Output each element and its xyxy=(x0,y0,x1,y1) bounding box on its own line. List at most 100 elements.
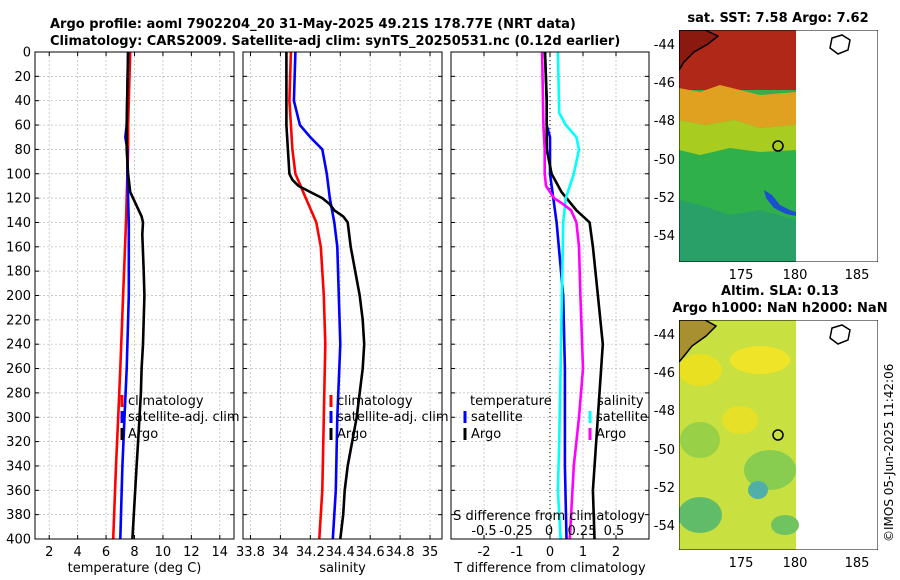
x-tick-label: 34.4 xyxy=(326,545,355,560)
y-tick-label: 40 xyxy=(14,94,31,109)
y-tick-label: 300 xyxy=(6,411,31,426)
y-tick-label: 180 xyxy=(6,265,31,280)
sst-front-band xyxy=(679,85,796,128)
x-tick-label: 12 xyxy=(183,545,200,560)
land-coastline xyxy=(679,30,720,72)
sla-mid-patch xyxy=(680,422,720,458)
y-tick-label: 160 xyxy=(6,240,31,255)
plot-frame xyxy=(242,51,443,540)
y-tick-label: 220 xyxy=(6,313,31,328)
x-tick-label: -1 xyxy=(511,545,524,560)
sla-low-patch xyxy=(771,515,799,535)
y-tick-label: 200 xyxy=(6,289,31,304)
sla-map xyxy=(679,320,878,550)
lon-tick-label: 180 xyxy=(783,268,808,283)
s-tick-label: 0 xyxy=(545,524,553,539)
legend-title-temperature: temperature xyxy=(470,394,552,409)
series-line-satellite-adj-clim xyxy=(292,52,342,539)
x-tick-label: 6 xyxy=(102,545,110,560)
lon-tick-label: 180 xyxy=(783,556,808,571)
series-line-argo xyxy=(285,52,366,539)
series-line-salinity-argo xyxy=(540,52,585,539)
x-axis-label: salinity xyxy=(319,561,366,576)
x-tick-label: 34.8 xyxy=(386,545,415,560)
x-axis-label: T difference from climatology xyxy=(453,561,646,576)
sla-high-patch xyxy=(679,354,722,386)
island-coastline xyxy=(829,324,851,345)
sst-cool-band xyxy=(679,200,796,262)
sst-map-lat-labels: -44 -46 -48 -50 -52 -54 xyxy=(654,38,675,244)
x-tick-label: 2 xyxy=(45,545,53,560)
series-line-argo xyxy=(125,52,146,539)
y-tick-label: 20 xyxy=(14,70,31,85)
sla-map-title-line2: Argo h1000: NaN h2000: NaN xyxy=(672,301,887,316)
y-tick-label: 120 xyxy=(6,192,31,207)
y-tick-label: 380 xyxy=(6,508,31,523)
series-line-climatology xyxy=(288,52,327,539)
lon-tick-label: 175 xyxy=(729,556,754,571)
legend-label-climatology: climatology xyxy=(128,394,204,409)
difference-panel: -2 -1 0 1 2T difference from climatology xyxy=(450,51,650,576)
x-tick-label: 8 xyxy=(130,545,138,560)
lat-tick-label: -54 xyxy=(654,519,675,534)
lon-tick-label: 175 xyxy=(729,268,754,283)
sst-map-title: sat. SST: 7.58 Argo: 7.62 xyxy=(687,11,868,26)
legend-label-s-satellite: satellite xyxy=(596,410,648,425)
y-tick-label: 260 xyxy=(6,362,31,377)
sla-map-lon-labels: 175 180 185 xyxy=(729,556,870,571)
series-line-salinity-satellite xyxy=(556,52,581,539)
lat-tick-label: -46 xyxy=(654,366,675,381)
land-coastline xyxy=(679,320,718,364)
sst-transition-band xyxy=(679,120,796,155)
legend-label-climatology: climatology xyxy=(337,394,413,409)
series-group xyxy=(540,52,605,539)
legend-title-salinity: salinity xyxy=(597,394,644,409)
sla-low-patch xyxy=(748,481,768,499)
sst-map-lon-labels: 175 180 185 xyxy=(729,268,870,283)
chart-title-line1: Argo profile: aoml 7902204_20 31-May-202… xyxy=(50,17,576,32)
x-tick-label: 34 xyxy=(272,545,289,560)
series-line-climatology xyxy=(111,52,132,539)
sla-high-patch xyxy=(730,346,790,374)
temperature-panel: 0 20 40 60 80 100 120 140 160 180 200 220 240 260 280 3… xyxy=(6,46,235,576)
y-tick-label: 80 xyxy=(14,143,31,158)
lat-tick-label: -50 xyxy=(654,153,675,168)
salinity-panel: 33.8 34 34.2 34.4 34.6 34.8 35 salinity xyxy=(236,51,443,576)
lat-tick-label: -48 xyxy=(654,404,675,419)
legend-label-t-satellite: satellite xyxy=(471,410,523,425)
lat-tick-label: -44 xyxy=(654,38,675,53)
s-tick-label: -0.25 xyxy=(499,524,533,539)
series-line-temperature-argo xyxy=(543,52,605,539)
island-coastline xyxy=(829,34,851,55)
x-tick-label: -2 xyxy=(478,545,491,560)
x-tick-label: 34.6 xyxy=(356,545,385,560)
y-tick-label: 0 xyxy=(23,46,31,61)
lat-tick-label: -48 xyxy=(654,114,675,129)
y-tick-label: 100 xyxy=(6,167,31,182)
argo-location-marker xyxy=(772,140,784,152)
y-tick-label: 340 xyxy=(6,459,31,474)
series-group xyxy=(285,52,366,539)
y-tick-label: 240 xyxy=(6,338,31,353)
legend-label-satellite: satellite-adj. clim xyxy=(128,410,240,425)
sla-map-title-line1: Altim. SLA: 0.13 xyxy=(721,284,839,299)
y-tick-label: 140 xyxy=(6,216,31,231)
sst-map xyxy=(679,30,878,262)
sst-cold-patch xyxy=(764,190,796,216)
s-tick-label: -0.5 xyxy=(471,524,496,539)
y-tick-label: 280 xyxy=(6,386,31,401)
x-tick-label: 35 xyxy=(422,545,439,560)
plot-frame xyxy=(34,51,235,540)
x-tick-label: 34.2 xyxy=(296,545,325,560)
legend-label-s-argo: Argo xyxy=(596,427,626,442)
y-tick-label: 320 xyxy=(6,435,31,450)
x-tick-label: 14 xyxy=(212,545,229,560)
x-tick-label: 1 xyxy=(579,545,587,560)
salinity-legend: climatology satellite-adj. clim Argo xyxy=(329,394,449,442)
y-tick-label: 400 xyxy=(6,533,31,548)
x-tick-label: 0 xyxy=(546,545,554,560)
x-tick-label: 2 xyxy=(612,545,620,560)
lat-tick-label: -46 xyxy=(654,76,675,91)
s-tick-label: 0.25 xyxy=(568,524,597,539)
x-tick-label: 4 xyxy=(74,545,82,560)
